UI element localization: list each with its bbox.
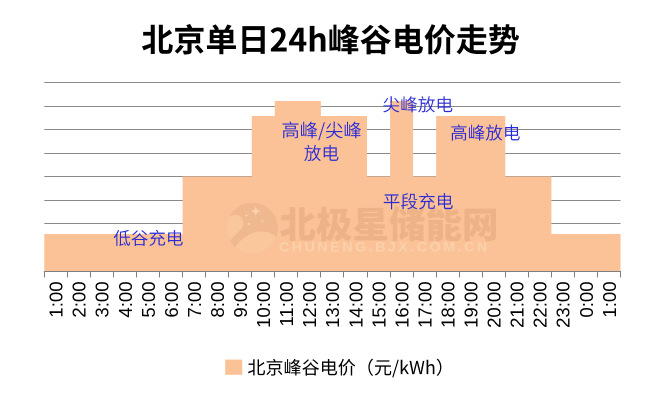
svg-text:2:00: 2:00	[69, 281, 90, 317]
svg-text:3:00: 3:00	[92, 281, 113, 317]
svg-text:18:00: 18:00	[437, 281, 458, 328]
svg-text:1:00: 1:00	[599, 281, 620, 317]
svg-text:19:00: 19:00	[461, 281, 482, 328]
svg-text:11:00: 11:00	[276, 281, 297, 326]
svg-text:CHUNENG.BJX.COM.CN: CHUNENG.BJX.COM.CN	[279, 240, 490, 256]
svg-text:0:00: 0:00	[576, 281, 597, 317]
svg-text:4:00: 4:00	[115, 281, 136, 317]
svg-text:9:00: 9:00	[230, 281, 251, 317]
svg-text:21:00: 21:00	[507, 281, 528, 328]
svg-text:10:00: 10:00	[253, 281, 274, 328]
svg-text:22:00: 22:00	[530, 281, 551, 328]
svg-text:23:00: 23:00	[553, 281, 574, 328]
svg-text:14:00: 14:00	[345, 281, 366, 328]
svg-text:15:00: 15:00	[368, 281, 389, 328]
svg-text:16:00: 16:00	[391, 281, 412, 328]
svg-text:12:00: 12:00	[299, 281, 320, 328]
svg-text:5:00: 5:00	[138, 281, 159, 317]
svg-text:6:00: 6:00	[161, 281, 182, 317]
svg-text:13:00: 13:00	[322, 281, 343, 328]
svg-text:7:00: 7:00	[184, 281, 205, 317]
svg-text:8:00: 8:00	[207, 281, 228, 317]
svg-text:1:00: 1:00	[46, 281, 67, 317]
svg-text:17:00: 17:00	[414, 281, 435, 328]
svg-text:20:00: 20:00	[484, 281, 505, 328]
